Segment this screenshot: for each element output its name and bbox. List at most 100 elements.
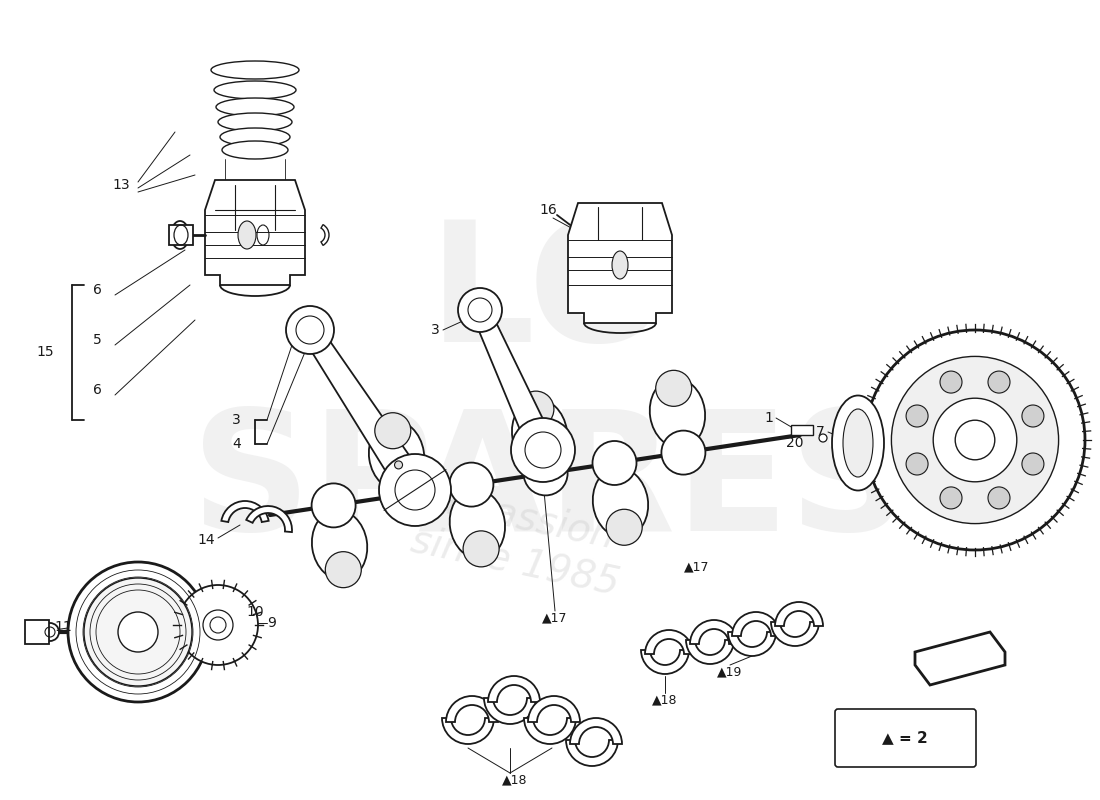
Ellipse shape [222, 141, 288, 159]
Circle shape [458, 288, 502, 332]
Text: ▲19: ▲19 [717, 666, 743, 678]
Circle shape [940, 371, 962, 393]
Wedge shape [246, 506, 292, 532]
Circle shape [820, 434, 827, 442]
Ellipse shape [450, 490, 505, 559]
Text: 10: 10 [246, 605, 264, 619]
Circle shape [463, 531, 499, 567]
Text: 12: 12 [160, 607, 177, 621]
Wedge shape [776, 602, 823, 626]
Text: 3: 3 [431, 323, 440, 337]
Circle shape [118, 612, 158, 652]
Ellipse shape [832, 395, 884, 490]
Circle shape [906, 405, 928, 427]
Circle shape [84, 578, 192, 686]
Circle shape [286, 306, 334, 354]
Wedge shape [528, 696, 580, 722]
Ellipse shape [843, 409, 873, 477]
Wedge shape [570, 718, 622, 744]
Wedge shape [321, 225, 329, 246]
Text: 4: 4 [232, 437, 241, 451]
Ellipse shape [238, 221, 256, 249]
Circle shape [395, 461, 403, 469]
Wedge shape [442, 718, 494, 744]
Text: 9: 9 [267, 616, 276, 630]
Circle shape [41, 623, 59, 641]
Ellipse shape [218, 113, 292, 131]
Circle shape [891, 357, 1058, 524]
Circle shape [933, 398, 1016, 482]
Text: 14: 14 [197, 533, 215, 547]
Wedge shape [690, 620, 738, 644]
Wedge shape [771, 622, 820, 646]
Ellipse shape [612, 251, 628, 279]
Ellipse shape [368, 421, 425, 490]
Circle shape [178, 585, 258, 665]
Bar [169, 225, 192, 245]
Text: a passion
since 1985: a passion since 1985 [408, 478, 632, 602]
Ellipse shape [214, 81, 296, 99]
Wedge shape [566, 740, 618, 766]
Text: LO
SPARES: LO SPARES [191, 214, 909, 566]
Ellipse shape [593, 468, 648, 538]
Circle shape [524, 451, 568, 495]
Text: 6: 6 [94, 283, 102, 297]
Wedge shape [645, 630, 693, 654]
Circle shape [988, 371, 1010, 393]
Circle shape [204, 610, 233, 640]
Circle shape [379, 454, 451, 526]
Bar [791, 425, 813, 435]
Text: 13: 13 [112, 178, 130, 192]
Ellipse shape [650, 378, 705, 448]
Circle shape [68, 562, 208, 702]
Circle shape [375, 413, 410, 449]
Circle shape [1022, 453, 1044, 475]
Polygon shape [301, 325, 428, 498]
FancyBboxPatch shape [835, 709, 976, 767]
Wedge shape [484, 698, 536, 724]
Wedge shape [686, 640, 734, 664]
Ellipse shape [512, 399, 568, 469]
Text: ▲17: ▲17 [684, 561, 710, 574]
Text: ▲18: ▲18 [503, 774, 528, 786]
Circle shape [1022, 405, 1044, 427]
Text: 8: 8 [856, 421, 865, 435]
Bar [25, 620, 50, 644]
Text: 20: 20 [786, 436, 804, 450]
Polygon shape [568, 203, 672, 323]
Circle shape [606, 510, 642, 546]
Ellipse shape [216, 98, 294, 116]
Wedge shape [446, 696, 498, 722]
Text: ▲ = 2: ▲ = 2 [882, 730, 928, 746]
Circle shape [512, 418, 575, 482]
Text: 15: 15 [36, 345, 54, 359]
Circle shape [326, 552, 361, 588]
Polygon shape [205, 180, 305, 285]
Text: 6: 6 [94, 383, 102, 397]
Polygon shape [915, 632, 1005, 685]
Wedge shape [641, 650, 689, 674]
Wedge shape [221, 501, 268, 522]
Circle shape [311, 483, 355, 527]
Ellipse shape [211, 61, 299, 79]
Wedge shape [488, 676, 540, 702]
Text: 5: 5 [94, 333, 101, 347]
Ellipse shape [312, 510, 367, 580]
Circle shape [593, 441, 637, 485]
Wedge shape [732, 612, 780, 636]
Ellipse shape [170, 221, 189, 249]
Ellipse shape [220, 128, 290, 146]
Polygon shape [472, 306, 556, 455]
Circle shape [518, 391, 554, 427]
Wedge shape [524, 718, 576, 744]
Circle shape [988, 487, 1010, 509]
Text: 16: 16 [539, 203, 557, 217]
Circle shape [906, 453, 928, 475]
Text: ▲17: ▲17 [542, 611, 568, 625]
Circle shape [865, 330, 1085, 550]
Circle shape [656, 370, 692, 406]
Text: 7: 7 [816, 425, 825, 439]
Circle shape [661, 430, 705, 474]
Text: 3: 3 [232, 413, 241, 427]
Circle shape [381, 473, 425, 517]
